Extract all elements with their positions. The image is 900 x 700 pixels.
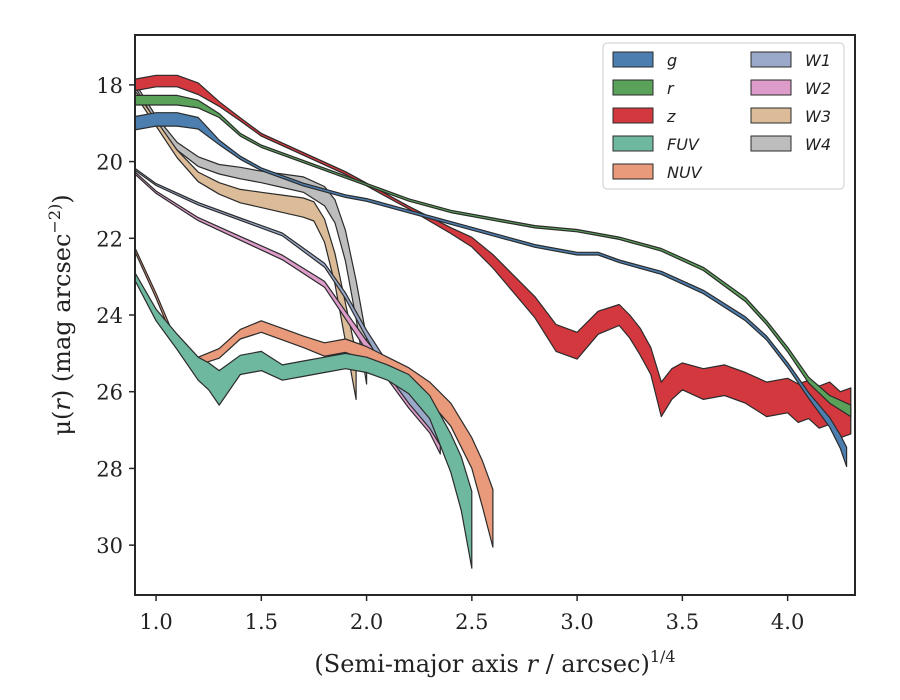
legend-swatch [612,107,654,124]
band-w3 [135,89,357,400]
band-w2 [135,171,441,455]
x-tick-label: 2.0 [350,610,383,634]
legend-swatch [750,79,792,96]
legend-item-w3: W3 [750,107,831,126]
y-tick-label: 22 [96,227,123,251]
x-tick-label: 3.5 [666,610,699,634]
legend-label: NUV [667,163,703,182]
series-r [135,94,852,418]
series-fuv [135,272,473,569]
series-w3 [135,89,357,400]
legend-swatch [612,51,654,68]
legend-swatch [750,51,792,68]
y-tick-label: 28 [96,457,123,481]
y-tick-label: 26 [96,381,123,405]
x-tick-label: 3.0 [560,610,593,634]
legend-item-r: r [612,79,675,98]
legend-label: z [666,107,676,126]
legend-swatch [612,79,654,96]
x-tick-label: 4.0 [771,610,804,634]
band-nuv [135,247,494,548]
legend-item-nuv: NUV [612,163,703,182]
y-axis-label: μ(r) (mag arcsec−2)) [45,194,76,435]
legend-item-g: g [612,51,677,70]
legend-item-fuv: FUV [612,135,700,154]
series-nuv [135,247,494,548]
band-z [135,74,852,439]
y-tick-label: 20 [96,151,123,175]
legend-label: W1 [805,51,831,70]
x-tick-label: 1.5 [245,610,278,634]
y-tick-label: 24 [96,304,123,328]
series-g [135,112,848,468]
x-axis-label-var: r [526,650,539,678]
y-axis-label-close: ) [48,194,76,203]
x-axis-label-part: / arcsec) [538,650,650,678]
y-axis-label-exponent: −2) [45,204,64,234]
x-axis-label: (Semi-major axis r / arcsec)1/4 [314,647,675,678]
band-r [135,94,852,418]
legend-label: r [667,79,675,98]
x-tick-label: 1.0 [139,610,172,634]
legend-label: g [667,51,677,70]
legend-swatch [750,135,792,152]
series-w4 [135,82,368,385]
legend-swatch [612,135,654,152]
legend-item-w4: W4 [750,135,831,154]
legend-swatch [612,163,654,180]
y-axis-label-part: ) (mag arcsec [48,234,76,400]
x-axis-label-exponent: 1/4 [650,647,676,666]
band-g [135,112,848,468]
y-axis-label-part: μ( [48,411,76,436]
legend-label: W4 [805,135,831,154]
plot-area [135,74,852,569]
y-axis-label-part: r [48,398,76,411]
series-z [135,74,852,439]
legend-label: FUV [667,135,700,154]
y-tick-label: 18 [96,74,123,98]
band-w4 [135,82,368,385]
legend-item-w1: W1 [750,51,831,70]
x-tick-label: 2.5 [455,610,488,634]
legend-label: W3 [805,107,831,126]
legend-swatch [750,107,792,124]
y-tick-label: 30 [96,534,123,558]
legend-item-w2: W2 [750,79,831,98]
series-w2 [135,171,441,455]
legend-item-z: z [612,107,676,126]
legend: grz FUV NUV W1 W2 W3 W4 [602,42,845,190]
band-fuv [135,272,473,569]
legend-label: W2 [805,79,831,98]
x-axis-label-part: (Semi-major axis [314,650,526,678]
